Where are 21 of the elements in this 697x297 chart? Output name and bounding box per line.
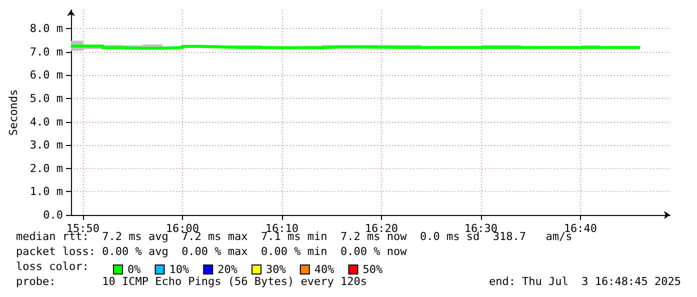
- y-tick-label: 1.0 m: [30, 185, 64, 198]
- text: packet loss: 0.00 % avg 0.00 % max 0.00 % min 0.00 % now: [16, 245, 408, 258]
- y-tick-label: 8.0 m: [30, 22, 64, 36]
- y-tick-label: 3.0 m: [30, 138, 64, 152]
- x-tick-label: 16:20: [364, 222, 398, 235]
- y-tick-label: 0.0: [43, 208, 64, 222]
- y-tick-label: 2.0 m: [30, 162, 64, 175]
- legend-label: 30%: [266, 263, 286, 276]
- legend-label: 0%: [128, 263, 142, 276]
- legend-label: 10%: [169, 263, 190, 276]
- y-tick-label: 5.0 m: [30, 92, 64, 106]
- text: probe: 10 ICMP Echo Pings (56 Bytes) every 120s: [16, 275, 367, 288]
- y-tick-label: 4.0 m: [30, 115, 64, 128]
- text: loss color:: [16, 260, 89, 273]
- legend-label: 40%: [314, 263, 335, 276]
- legend-label: 20%: [218, 263, 238, 276]
- legend-label: 50%: [362, 263, 383, 276]
- text: end: Thu Jul 3 16:48:45 2025: [488, 275, 682, 288]
- y-tick-label: 6.0 m: [30, 68, 64, 82]
- y-tick-label: 7.0 m: [30, 45, 64, 58]
- y-axis-title: Seconds: [7, 89, 20, 136]
